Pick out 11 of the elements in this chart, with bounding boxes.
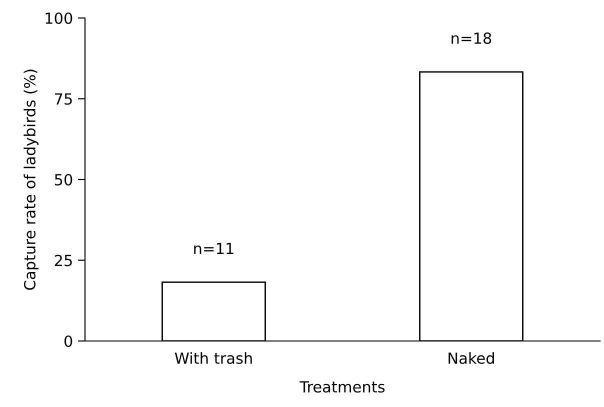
x-axis-title: Treatments <box>300 381 385 393</box>
y-axis-title: Capture rate of ladybirds (%) <box>24 70 38 290</box>
y-tick-label: 25 <box>54 254 72 266</box>
y-tick-label: 75 <box>55 93 72 105</box>
y-tick-label: 50 <box>54 174 72 186</box>
annotation: n=18 <box>452 32 492 44</box>
x-tick-label: Naked <box>448 352 494 364</box>
y-tick-label: 0 <box>64 335 72 348</box>
x-tick-label: With trash <box>174 352 252 364</box>
annotation: n=11 <box>194 242 234 254</box>
y-tick-label: 100 <box>46 12 72 24</box>
